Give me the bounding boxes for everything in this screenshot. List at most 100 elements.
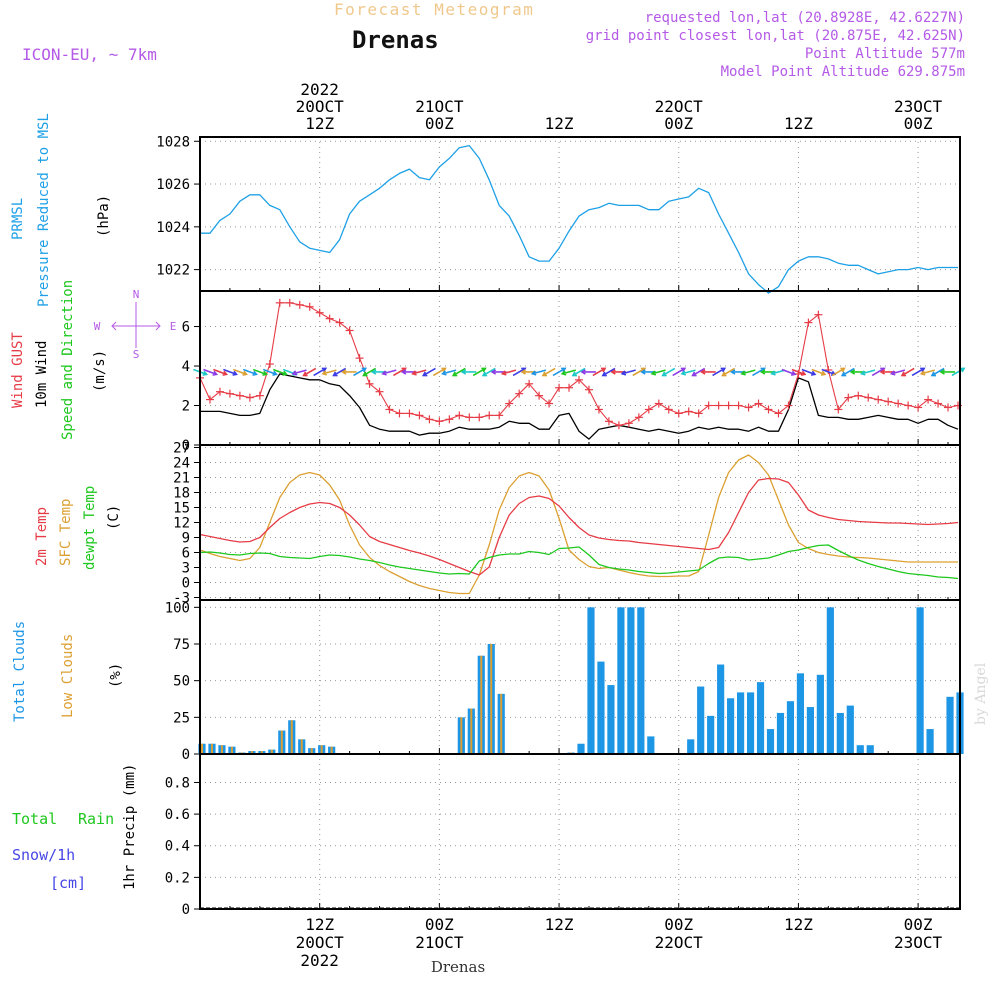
wind-direction-arrow [460,369,477,375]
low-cloud-bar [201,743,203,754]
gust-marker [904,401,913,410]
sfc-temp-line [199,454,958,595]
y-tick-label: 0.8 [165,775,190,791]
gust-marker [914,403,923,412]
bottom-time-label: 2022 [300,951,339,970]
gust-marker [764,405,773,414]
wind-arrow-head [939,369,945,375]
wind-arrow-head [400,369,407,375]
wind-arrow-shaft [243,368,257,376]
wind-10m-label: 10m Wind [34,341,50,408]
gust-marker [774,409,783,418]
gust-marker [425,415,434,424]
gust-marker [215,387,224,396]
low-cloud-bar [310,748,313,754]
requested-coords: requested lon,lat (20.8928E, 42.6227N) [645,10,965,26]
wind-arrow-head [520,369,526,375]
wind-arrow-shaft [712,367,726,377]
gust-marker [205,395,214,404]
wind-arrow-head [560,370,567,376]
low-cloud-bar [500,693,503,754]
bottom-time-label: 12Z [784,915,813,934]
wind-arrow-shaft [752,367,765,377]
low-cloud-bar [460,717,463,754]
total-cloud-bar [687,739,695,754]
gust-marker [744,403,753,412]
gust-marker [245,393,254,402]
wind-direction-arrow [451,367,466,377]
wind-arrow-shaft [681,369,696,375]
low-cloud-bar [330,746,333,754]
y-tick-label: 12 [173,516,190,532]
total-cloud-bar [637,607,645,754]
wind-arrow-head [321,370,327,376]
wind-arrow-head [730,369,736,375]
wind-arrow-shaft [363,367,377,377]
gust-marker [545,399,554,408]
y-tick-label: 25 [173,710,190,726]
total-cloud-bar [846,705,854,754]
wind-arrow-shaft [233,368,247,376]
gust-marker [315,308,324,317]
gust-marker [884,397,893,406]
wind-arrow-head [759,369,766,375]
wind-arrow-shaft [921,369,936,375]
low-cloud-bar [210,743,213,754]
wind-arrow-shaft [831,367,845,377]
wind-direction-arrow [712,367,727,377]
wind-arrow-shaft [741,369,756,375]
wind-arrow-shaft [871,367,885,377]
wind-direction-arrow [781,368,797,376]
wind-direction-arrow [721,367,736,377]
top-time-label: 2022 [300,80,339,99]
pressure-reduced-label: Pressure Reduced to MSL [36,113,52,307]
top-time-label: 12Z [305,114,334,133]
grid-point-coords: grid point closest lon,lat (20.875E, 42.… [586,28,965,44]
compass-w: W [94,320,101,333]
gust-marker [235,391,244,400]
total-cloud-bar [916,607,924,754]
wind-arrow-head [691,371,697,377]
wind-direction-arrow [801,368,817,376]
low-cloud-bar [290,720,293,754]
wind-arrow-head [720,367,727,373]
wind-arrow-shaft [452,367,466,377]
gust-marker [285,298,294,307]
wind-direction-arrow [500,369,517,376]
gust-marker [784,401,793,410]
wind-arrow-head [361,367,367,373]
gust-marker [485,411,494,420]
wind-arrow-shaft [412,369,427,375]
wind-arrow-head [620,370,627,376]
wind-direction-arrow [900,367,915,377]
total-cloud-bar [796,673,805,754]
total-cloud-bar [607,685,615,754]
credit-watermark: by Angel [973,662,989,725]
y-tick-label: -3 [173,591,190,607]
bottom-time-label: 12Z [545,915,574,934]
low-cloud-bar [480,655,483,754]
wind-arrow-head [341,369,347,375]
wind-direction-arrow [691,367,706,377]
wind-direction-arrow [571,367,586,377]
total-cloud-bar [727,698,735,754]
wind-direction-arrow [951,367,966,377]
wind-arrow-head [580,369,586,375]
panel-frame [199,599,961,755]
panel-frame [199,136,961,292]
wind-arrow-head [740,370,746,376]
wind-direction-arrow [252,368,268,376]
y-tick-label: 3 [182,561,190,577]
low-cloud-bar [220,745,223,754]
y-tick-label: 1022 [156,263,190,279]
wind-arrow-shaft [931,367,945,377]
y-tick-label: 0.6 [165,807,190,823]
compass-s: S [133,348,140,361]
y-tick-label: 6 [182,320,190,336]
gust-marker [295,300,304,309]
y-tick-label: 0 [182,747,190,763]
top-time-label: 12Z [784,114,813,133]
wind-arrow-head [571,371,577,377]
